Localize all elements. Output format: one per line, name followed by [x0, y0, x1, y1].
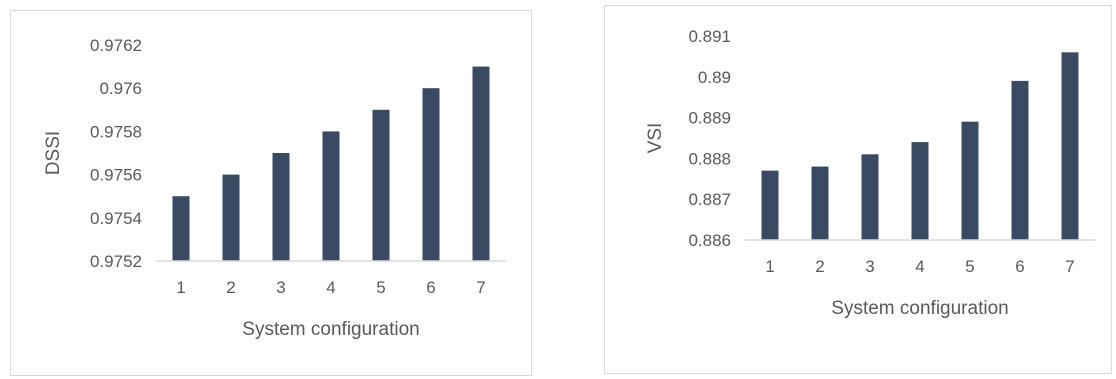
- x-tick-label: 3: [865, 257, 874, 276]
- bar-config-4: [322, 131, 340, 261]
- x-tick-label: 7: [476, 278, 485, 297]
- y-tick-label: 0.891: [688, 27, 731, 46]
- x-tick-label: 2: [815, 257, 824, 276]
- x-tick-label: 4: [326, 278, 335, 297]
- y-axis-title: DSSI: [43, 131, 64, 175]
- bar-config-5: [961, 121, 979, 240]
- bar-config-7: [1061, 52, 1079, 240]
- bar-config-4: [911, 142, 929, 240]
- dssi-chart-panel: 0.9752 0.9754 0.9756 0.9758 0.976 0.9762 1 2 3 4…: [10, 10, 532, 376]
- bar-config-1: [761, 170, 779, 240]
- bar-config-2: [811, 166, 829, 240]
- y-tick-label: 0.9762: [90, 36, 142, 55]
- bar-config-1: [172, 196, 190, 261]
- bar-config-5: [372, 109, 390, 261]
- bar-config-7: [472, 66, 490, 261]
- x-tick-label: 5: [376, 278, 385, 297]
- y-tick-label: 0.886: [688, 231, 731, 250]
- dssi-bar-chart: 0.9752 0.9754 0.9756 0.9758 0.976 0.9762 1 2 3 4…: [43, 36, 506, 340]
- x-tick-label: 6: [426, 278, 435, 297]
- x-tick-label: 2: [226, 278, 235, 297]
- x-tick-label: 1: [176, 278, 185, 297]
- y-tick-label: 0.887: [688, 190, 731, 209]
- y-tick-label: 0.9754: [90, 209, 142, 228]
- vsi-bar-chart: 0.886 0.887 0.888 0.889 0.89 0.891 1 2 3 4 5 6 7 Sy…: [645, 27, 1095, 319]
- y-tick-label: 0.888: [688, 149, 731, 168]
- y-tick-label: 0.9758: [90, 122, 142, 141]
- bar-config-6: [1011, 80, 1029, 240]
- y-tick-label: 0.976: [99, 79, 142, 98]
- bar-config-6: [422, 88, 440, 261]
- bar-config-3: [272, 153, 290, 261]
- y-tick-label: 0.889: [688, 109, 731, 128]
- bar-config-3: [861, 154, 879, 240]
- y-tick-label: 0.9756: [90, 166, 142, 185]
- x-tick-label: 7: [1065, 257, 1074, 276]
- y-tick-label: 0.9752: [90, 252, 142, 271]
- x-tick-label: 5: [965, 257, 974, 276]
- x-axis-title: System configuration: [831, 298, 1008, 319]
- bar-config-2: [222, 174, 240, 261]
- y-tick-label: 0.89: [698, 68, 731, 87]
- y-axis-title: VSI: [645, 123, 666, 154]
- x-tick-label: 1: [765, 257, 774, 276]
- x-axis-title: System configuration: [242, 319, 419, 340]
- x-tick-label: 3: [276, 278, 285, 297]
- x-tick-label: 4: [915, 257, 924, 276]
- x-tick-label: 6: [1015, 257, 1024, 276]
- vsi-chart-panel: 0.886 0.887 0.888 0.889 0.89 0.891 1 2 3 4 5 6 7 Sy…: [604, 5, 1112, 374]
